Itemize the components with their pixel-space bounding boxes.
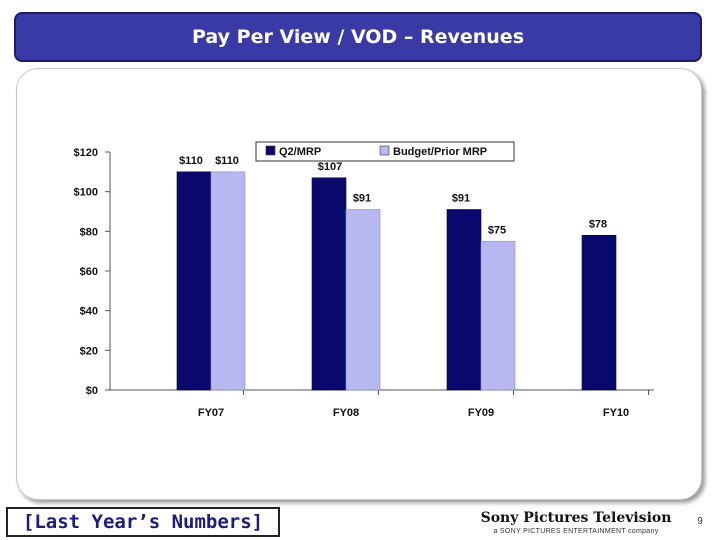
x-tick-label: FY07 — [198, 407, 224, 419]
slide-title: Pay Per View / VOD – Revenues — [192, 26, 524, 48]
footer-note-text: [Last Year’s Numbers] — [22, 511, 264, 533]
bar — [345, 209, 381, 391]
bar-data-label: $91 — [353, 193, 371, 205]
legend-swatch — [379, 145, 390, 156]
x-tick-label: FY09 — [468, 407, 494, 419]
y-tick-label: $60 — [80, 266, 98, 278]
brand-tagline: a SONY PICTURES ENTERTAINMENT company — [493, 528, 659, 535]
bar — [446, 209, 482, 391]
bar-data-label: $107 — [318, 161, 342, 173]
x-tick-label: FY10 — [603, 407, 629, 419]
legend-label: Budget/Prior MRP — [393, 146, 487, 158]
x-tick-label: FY08 — [333, 407, 359, 419]
title-banner: Pay Per View / VOD – Revenues — [14, 12, 702, 62]
bar — [176, 171, 212, 391]
bar — [581, 235, 617, 391]
bar-data-label: $78 — [589, 218, 607, 230]
page-number: 9 — [697, 516, 703, 527]
y-tick-label: $0 — [86, 385, 98, 397]
bar — [311, 177, 347, 391]
brand-name: Sony Pictures Television — [480, 510, 672, 526]
bar — [210, 171, 246, 391]
brand-logo: Sony Pictures Television a SONY PICTURES… — [478, 510, 674, 538]
bar-data-label: $110 — [179, 155, 203, 167]
bar-data-label: $110 — [215, 155, 239, 167]
y-tick-label: $20 — [80, 345, 98, 357]
footer-note: [Last Year’s Numbers] — [6, 507, 280, 537]
y-tick-label: $100 — [74, 187, 98, 199]
legend-swatch — [265, 145, 276, 156]
bar-data-label: $75 — [488, 224, 506, 236]
y-tick-label: $40 — [80, 306, 98, 318]
bar — [480, 240, 516, 391]
y-tick-label: $80 — [80, 226, 98, 238]
legend-label: Q2/MRP — [279, 146, 321, 158]
y-tick-label: $120 — [74, 147, 98, 159]
bar-data-label: $91 — [452, 193, 470, 205]
